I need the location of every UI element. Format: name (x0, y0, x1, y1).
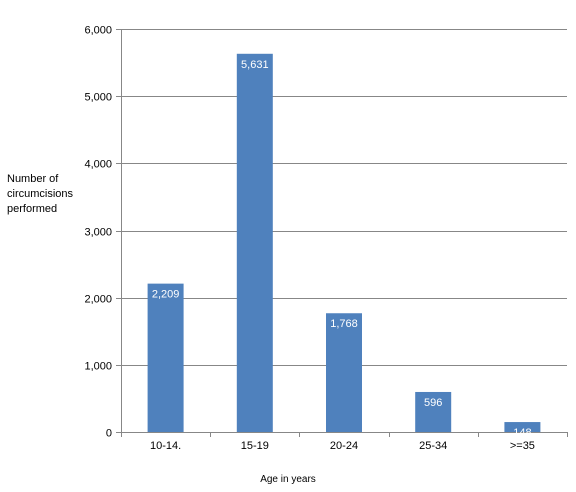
x-tick-label: 20-24 (330, 440, 358, 452)
bar (504, 422, 541, 432)
y-tick-label: 1,000 (84, 361, 112, 373)
y-tick-label: 2,000 (84, 294, 112, 306)
y-tick-label: 5,000 (84, 92, 112, 104)
labels: 0 1,000 2,000 3,000 4,000 5,000 6,000 2,209 10-1… (84, 25, 534, 453)
bars (147, 53, 541, 433)
y-axis-title: Number of circumcisions performed (7, 173, 74, 215)
bar (236, 53, 273, 433)
x-tick-label: 15-19 (241, 440, 269, 452)
gridlines (121, 29, 567, 366)
y-tick-label: 0 (106, 428, 112, 440)
bar (415, 391, 452, 432)
x-tick-label: 25-34 (419, 440, 447, 452)
y-tick-label: 3,000 (84, 227, 112, 239)
data-label: 5,631 (241, 59, 269, 71)
x-tick-label: 10-14. (150, 440, 181, 452)
data-label: 1,768 (330, 318, 358, 330)
axes (116, 29, 568, 437)
data-label: 2,209 (152, 289, 180, 301)
x-axis-title: Age in years (260, 474, 316, 485)
y-tick-label: 4,000 (84, 159, 112, 171)
bar (326, 313, 362, 432)
data-label: 148 (513, 427, 531, 439)
data-label: 596 (424, 397, 442, 409)
bar (147, 283, 184, 432)
y-tick-label: 6,000 (84, 25, 112, 37)
x-tick-label: >=35 (510, 440, 535, 452)
